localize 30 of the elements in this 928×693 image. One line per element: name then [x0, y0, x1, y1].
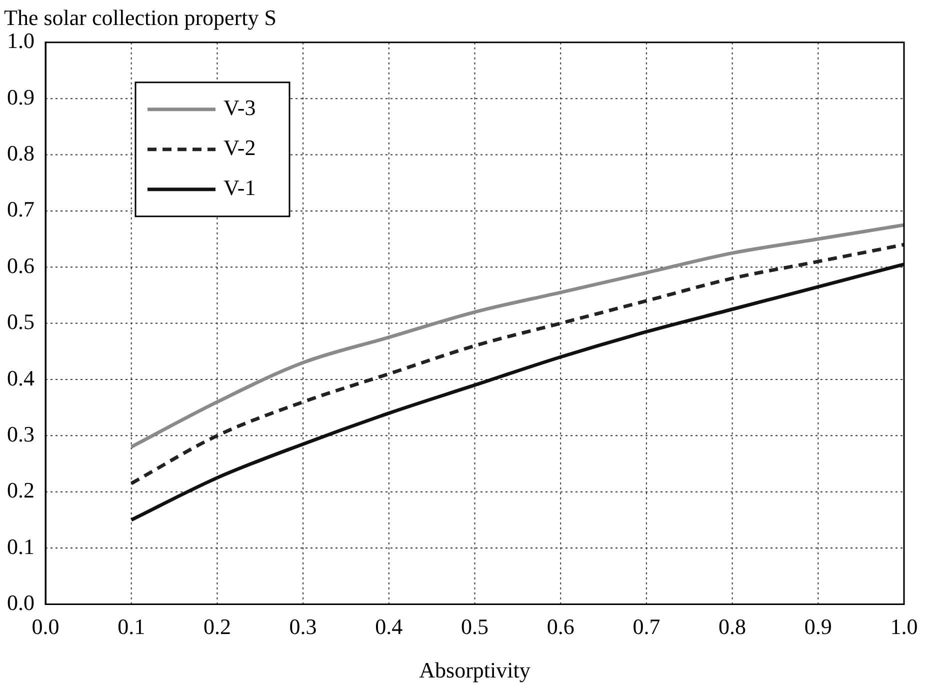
- x-tick-label: 0.1: [118, 614, 146, 640]
- legend-label: V-2: [224, 135, 256, 160]
- x-tick-label: 0.9: [804, 614, 832, 640]
- y-tick-label: 0.0: [7, 590, 34, 615]
- x-tick-label: 0.8: [718, 614, 746, 640]
- chart-title: The solar collection property S: [4, 4, 276, 30]
- x-tick-label: 0.4: [375, 614, 403, 640]
- y-tick-label: 1.0: [7, 28, 34, 54]
- line-series: [130, 262, 904, 522]
- y-tick-label: 0.2: [7, 478, 34, 503]
- y-tick-label: 0.6: [7, 252, 34, 278]
- y-tick-label: 0.4: [7, 365, 34, 390]
- x-axis-title: Absorptivity: [419, 658, 530, 683]
- x-tick-label: 1.0: [890, 614, 918, 640]
- y-tick-label: 0.1: [7, 534, 34, 559]
- y-tick-label: 0.9: [7, 84, 34, 110]
- x-tick-label: 0.0: [32, 614, 60, 640]
- y-tick-label: 0.3: [7, 421, 34, 446]
- y-tick-label: 0.5: [7, 309, 34, 334]
- legend-label: V-3: [224, 95, 256, 120]
- y-tick-label: 0.8: [7, 140, 34, 166]
- y-tick-label: 0.7: [7, 196, 34, 222]
- x-tick-label: 0.3: [289, 614, 317, 640]
- x-tick-label: 0.5: [461, 614, 488, 640]
- legend-label: V-1: [224, 175, 256, 200]
- line-series: [130, 242, 904, 486]
- line-series: [130, 223, 904, 449]
- x-tick-label: 0.7: [632, 614, 660, 640]
- x-tick-label: 0.2: [203, 614, 231, 640]
- x-tick-label: 0.6: [546, 614, 574, 640]
